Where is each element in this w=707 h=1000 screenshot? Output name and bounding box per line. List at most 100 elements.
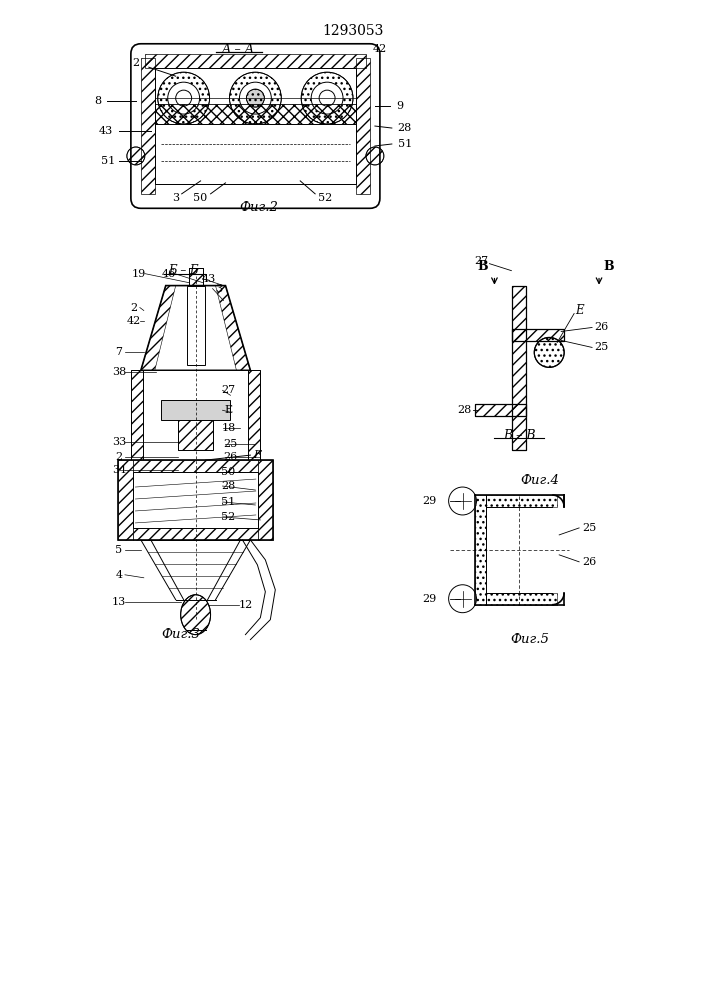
- Bar: [178, 420, 213, 450]
- Bar: [356, 58, 370, 194]
- Circle shape: [230, 72, 281, 124]
- Text: 26: 26: [223, 452, 238, 462]
- Text: E: E: [253, 450, 262, 460]
- Text: 46: 46: [162, 269, 176, 279]
- Text: 3: 3: [215, 284, 222, 294]
- Circle shape: [319, 90, 335, 106]
- Text: 28: 28: [397, 123, 412, 133]
- Circle shape: [247, 89, 264, 107]
- Text: 25: 25: [594, 342, 608, 352]
- Text: В: В: [477, 260, 488, 273]
- Bar: [474, 495, 486, 605]
- Bar: [189, 268, 203, 286]
- Text: 38: 38: [112, 367, 126, 377]
- Bar: [189, 268, 203, 286]
- Text: 4: 4: [115, 570, 122, 580]
- Text: А – А: А – А: [222, 43, 255, 56]
- Bar: [145, 54, 366, 68]
- Text: 33: 33: [112, 437, 126, 447]
- Text: E: E: [575, 304, 583, 317]
- Text: 52: 52: [318, 193, 332, 203]
- Circle shape: [158, 72, 209, 124]
- Text: 5: 5: [115, 545, 122, 555]
- Bar: [513, 286, 526, 450]
- Bar: [155, 68, 356, 184]
- Bar: [248, 370, 260, 460]
- Bar: [474, 404, 526, 416]
- Text: Фиг.2: Фиг.2: [239, 201, 278, 214]
- Bar: [119, 460, 134, 540]
- Text: 9: 9: [396, 101, 404, 111]
- Circle shape: [449, 585, 477, 613]
- Circle shape: [168, 82, 199, 114]
- Text: 51: 51: [101, 156, 115, 166]
- Bar: [141, 58, 155, 194]
- Text: 7: 7: [115, 347, 122, 357]
- Text: 12: 12: [238, 600, 252, 610]
- Bar: [134, 460, 258, 472]
- Bar: [119, 460, 273, 540]
- Bar: [178, 420, 213, 450]
- Text: 50: 50: [221, 467, 235, 477]
- Text: 52: 52: [221, 512, 235, 522]
- Bar: [155, 104, 356, 124]
- Text: 25: 25: [223, 439, 238, 449]
- Text: 3: 3: [172, 193, 180, 203]
- Bar: [132, 370, 144, 460]
- Text: Фиг.5: Фиг.5: [510, 633, 549, 646]
- Text: 43: 43: [99, 126, 113, 136]
- Bar: [474, 404, 526, 416]
- Text: 18: 18: [221, 423, 235, 433]
- FancyBboxPatch shape: [131, 44, 380, 208]
- Bar: [132, 370, 144, 460]
- Bar: [134, 528, 258, 540]
- Text: 26: 26: [582, 557, 596, 567]
- Bar: [513, 286, 526, 450]
- Text: 50: 50: [194, 193, 208, 203]
- Text: 29: 29: [422, 594, 437, 604]
- Bar: [187, 286, 204, 365]
- Circle shape: [301, 72, 353, 124]
- Text: Фиг.4: Фиг.4: [520, 474, 559, 487]
- Text: 2: 2: [132, 58, 139, 68]
- Bar: [248, 370, 260, 460]
- Text: В: В: [604, 260, 614, 273]
- Text: 19: 19: [132, 269, 146, 279]
- Text: E: E: [224, 405, 233, 415]
- Text: 1293053: 1293053: [322, 24, 384, 38]
- Bar: [513, 329, 564, 341]
- Text: Б – Б: Б – Б: [168, 264, 199, 277]
- Bar: [258, 460, 273, 540]
- Circle shape: [176, 90, 192, 106]
- Bar: [189, 268, 203, 286]
- Text: 28: 28: [457, 405, 472, 415]
- Text: 25: 25: [582, 523, 596, 533]
- Bar: [134, 472, 258, 528]
- Bar: [155, 124, 356, 184]
- Text: В – В: В – В: [503, 429, 536, 442]
- Text: Фиг.3: Фиг.3: [161, 628, 200, 641]
- Text: 42: 42: [127, 316, 141, 326]
- Text: 27: 27: [221, 385, 235, 395]
- Bar: [144, 370, 248, 460]
- Text: 2: 2: [130, 303, 137, 313]
- Text: 26: 26: [594, 322, 608, 332]
- Text: 51: 51: [397, 139, 412, 149]
- Text: 13: 13: [112, 597, 126, 607]
- Text: 8: 8: [95, 96, 102, 106]
- Text: 2: 2: [115, 452, 122, 462]
- Bar: [486, 495, 557, 507]
- Text: 42: 42: [373, 44, 387, 54]
- Bar: [513, 329, 564, 341]
- Text: 29: 29: [422, 496, 437, 506]
- Circle shape: [449, 487, 477, 515]
- Text: 27: 27: [474, 256, 489, 266]
- Text: 51: 51: [221, 497, 235, 507]
- Circle shape: [311, 82, 343, 114]
- Text: 34: 34: [112, 465, 126, 475]
- Text: 28: 28: [221, 481, 235, 491]
- Circle shape: [240, 82, 271, 114]
- Text: 43: 43: [201, 274, 216, 284]
- Bar: [160, 400, 230, 420]
- Bar: [486, 593, 557, 605]
